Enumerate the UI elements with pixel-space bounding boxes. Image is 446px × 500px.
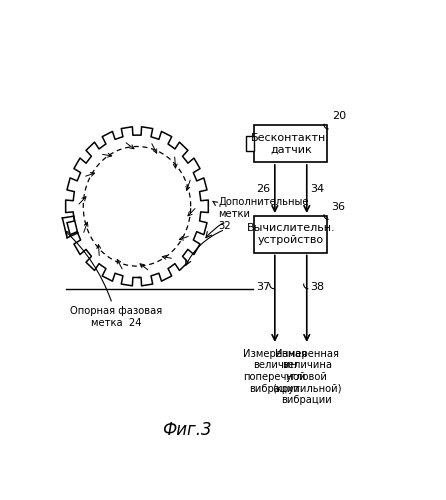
Text: Дополнительные
метки
32: Дополнительные метки 32 xyxy=(213,198,309,230)
Text: 38: 38 xyxy=(310,282,324,292)
Text: 36: 36 xyxy=(331,202,345,212)
Text: Бесконтактн.
датчик: Бесконтактн. датчик xyxy=(252,133,330,154)
Text: Фиг.3: Фиг.3 xyxy=(162,420,212,438)
FancyBboxPatch shape xyxy=(255,126,327,162)
Text: 26: 26 xyxy=(256,184,270,194)
Text: Измеренная
величин
поперечной
вибрации: Измеренная величин поперечной вибрации xyxy=(243,349,307,394)
Text: Опорная фазовая
метка  24: Опорная фазовая метка 24 xyxy=(66,231,162,328)
Text: 34: 34 xyxy=(310,184,324,194)
Text: Вычислительн.
устройство: Вычислительн. устройство xyxy=(247,224,335,245)
Text: Измеренная
величина
угловой
(крутильной)
вибрации: Измеренная величина угловой (крутильной)… xyxy=(272,349,342,405)
Text: 37: 37 xyxy=(256,282,270,292)
FancyBboxPatch shape xyxy=(255,216,327,252)
Bar xyxy=(246,136,255,151)
Text: 20: 20 xyxy=(332,111,347,121)
